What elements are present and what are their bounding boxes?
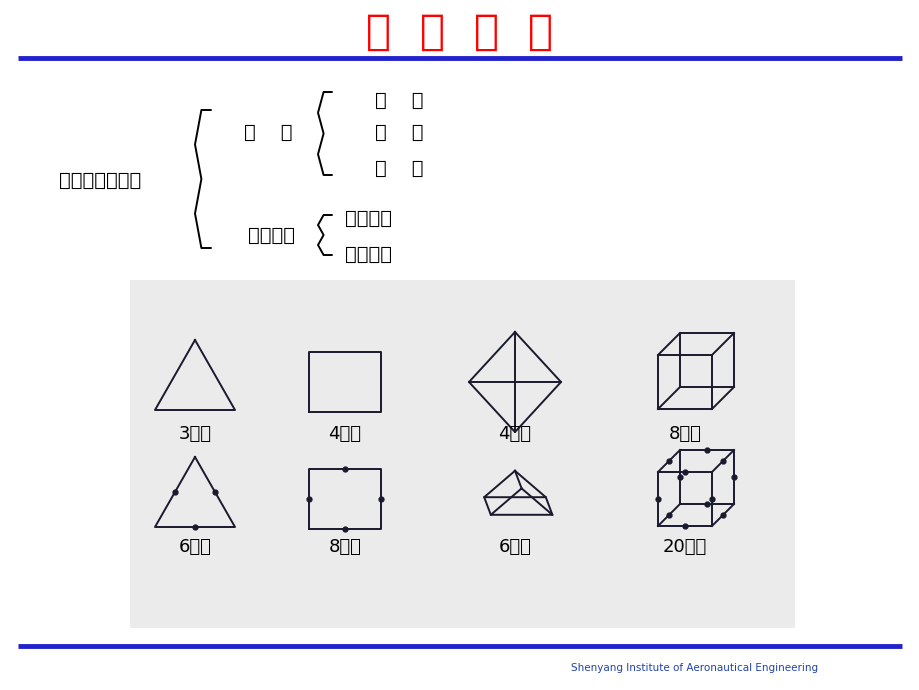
- Text: 20节点: 20节点: [663, 538, 707, 556]
- Text: 8节点: 8节点: [668, 425, 700, 443]
- Text: 6节点: 6节点: [498, 538, 531, 556]
- Text: 4节点: 4节点: [498, 425, 531, 443]
- Text: 二    维: 二 维: [375, 123, 423, 141]
- Text: 课  程  回  顾: 课 程 回 顾: [366, 11, 553, 53]
- Text: 三    维: 三 维: [375, 159, 423, 177]
- Text: 二次单元: 二次单元: [345, 244, 391, 264]
- Text: 一    维: 一 维: [375, 90, 423, 110]
- Text: 空    间: 空 间: [244, 123, 292, 141]
- Text: 4节点: 4节点: [328, 425, 361, 443]
- Text: 3节点: 3节点: [178, 425, 211, 443]
- Text: Shenyang Institute of Aeronautical Engineering: Shenyang Institute of Aeronautical Engin…: [571, 663, 818, 673]
- Text: 线性单元: 线性单元: [345, 208, 391, 228]
- Text: 边界形状: 边界形状: [248, 226, 295, 244]
- Text: 6节点: 6节点: [178, 538, 211, 556]
- Text: 有限元网格分类: 有限元网格分类: [59, 170, 141, 190]
- Bar: [130, 280, 794, 628]
- Text: 8节点: 8节点: [328, 538, 361, 556]
